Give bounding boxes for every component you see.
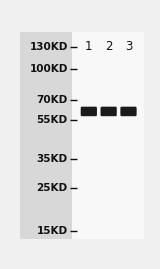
FancyBboxPatch shape bbox=[81, 107, 97, 116]
Text: 130KD: 130KD bbox=[29, 42, 68, 52]
Text: 70KD: 70KD bbox=[36, 95, 68, 105]
Text: 35KD: 35KD bbox=[37, 154, 68, 164]
Text: 1: 1 bbox=[85, 40, 93, 52]
Text: 100KD: 100KD bbox=[29, 64, 68, 74]
Text: 55KD: 55KD bbox=[37, 115, 68, 125]
FancyBboxPatch shape bbox=[100, 107, 117, 116]
Text: 15KD: 15KD bbox=[37, 226, 68, 236]
Bar bbox=[20, 32, 72, 239]
Text: 3: 3 bbox=[125, 40, 132, 52]
Text: 25KD: 25KD bbox=[37, 183, 68, 193]
FancyBboxPatch shape bbox=[120, 107, 137, 116]
Text: 2: 2 bbox=[106, 40, 113, 52]
Bar bbox=[72, 32, 144, 239]
